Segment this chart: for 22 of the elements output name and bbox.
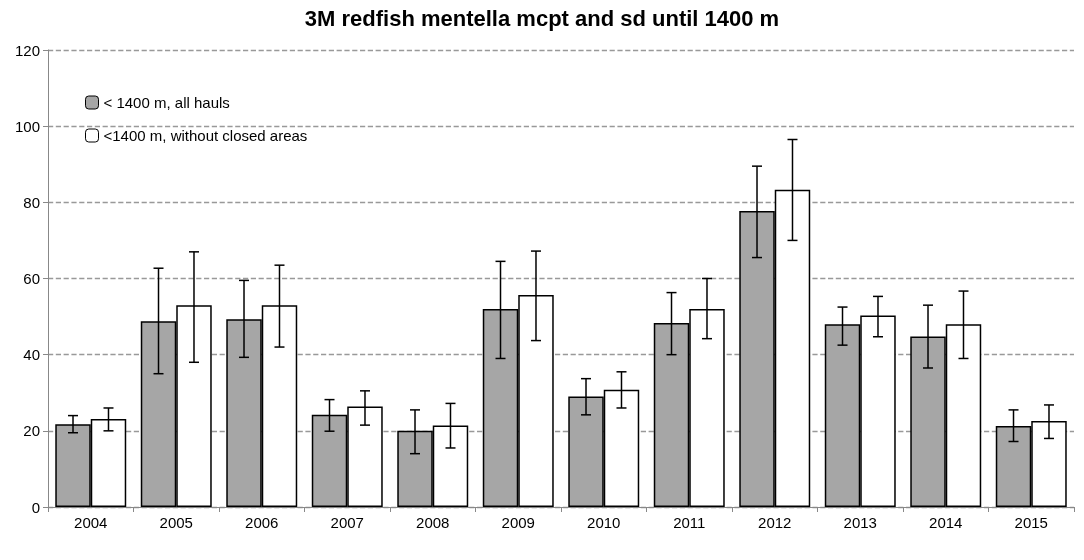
legend-label: <1400 m, without closed areas (103, 127, 308, 144)
x-tick-label: 2004 (74, 514, 108, 531)
y-tick-label: 100 (14, 117, 40, 135)
x-tick-label: 2009 (501, 514, 535, 531)
x-tick-label: 2006 (245, 514, 279, 531)
x-tick-label: 2012 (758, 514, 792, 531)
x-tick-label: 2005 (159, 514, 193, 531)
x-tick-label: 2010 (587, 514, 621, 531)
legend-label: < 1400 m, all hauls (103, 94, 230, 111)
x-tick-label: 2013 (843, 514, 877, 531)
y-tick-label: 120 (14, 41, 40, 59)
y-tick-label: 80 (23, 193, 40, 211)
x-tick-label: 2014 (929, 514, 963, 531)
chart-title: 3M redfish mentella mcpt and sd until 1400 m (304, 5, 780, 31)
x-tick-label: 2007 (330, 514, 364, 531)
x-tick-label: 2008 (416, 514, 450, 531)
y-tick-label: 40 (23, 346, 40, 364)
x-tick-label: 2015 (1014, 514, 1048, 531)
y-tick-label: 20 (23, 422, 40, 440)
x-tick-label: 2011 (673, 514, 706, 531)
y-tick-label: 0 (31, 498, 40, 516)
y-tick-label: 60 (23, 270, 40, 287)
